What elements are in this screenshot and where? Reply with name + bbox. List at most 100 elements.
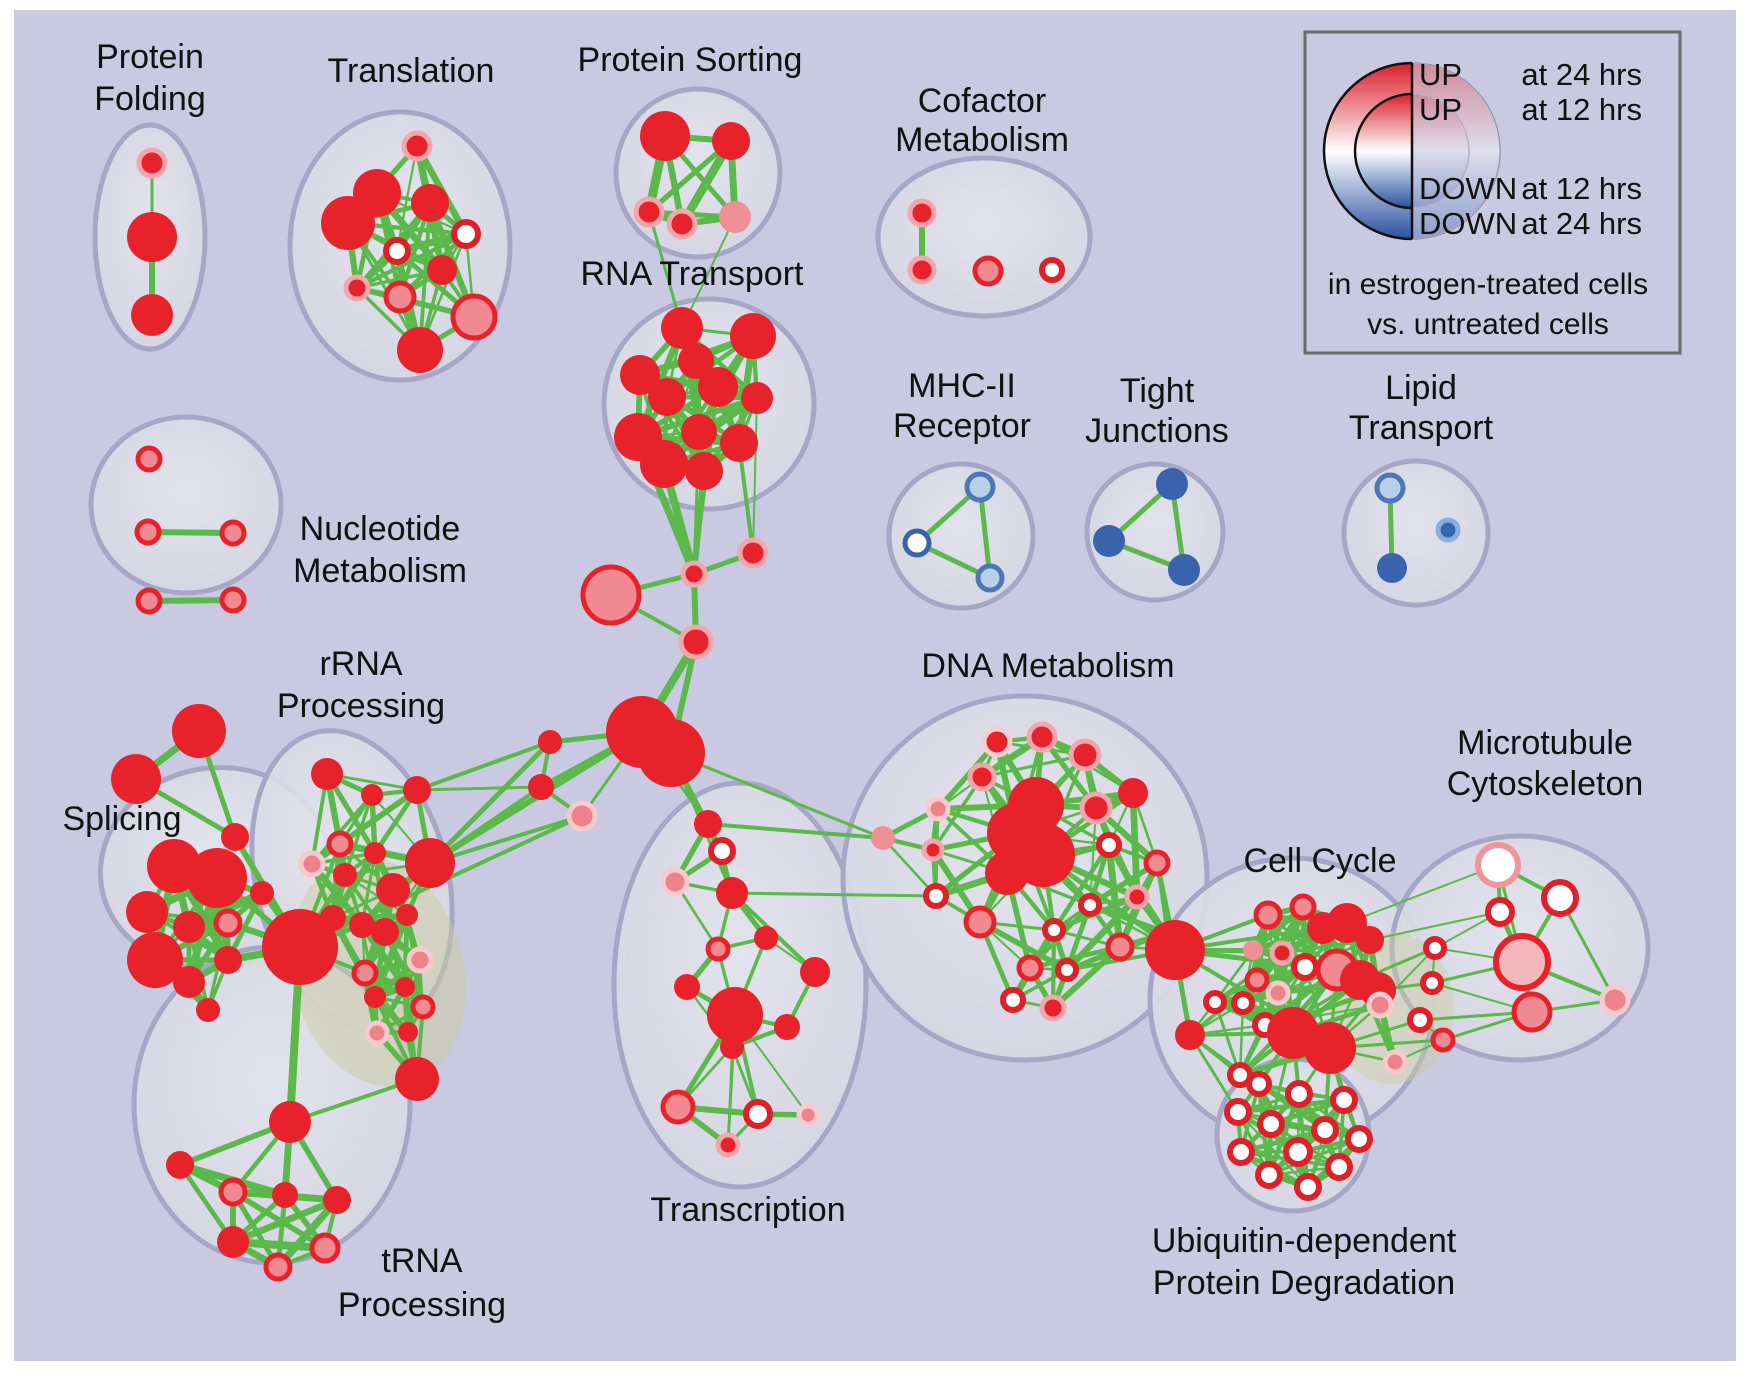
legend-footer-line-0: in estrogen-treated cells: [1328, 268, 1648, 301]
node-splicing-9: [196, 998, 220, 1022]
edge: [1558, 896, 1617, 1002]
node-microtubule-cytoskeleton-4: [1511, 991, 1553, 1033]
node-protein-folding-1: [127, 212, 177, 262]
node-translation-2: [411, 184, 449, 222]
node-transcription-1: [708, 837, 736, 865]
node-dna-metabolism-19: [1042, 918, 1066, 942]
cluster-splicing-label-line-0: Splicing: [62, 800, 181, 838]
edge: [669, 751, 885, 840]
node-cell-cycle-5: [1356, 926, 1384, 954]
cluster-cell-cycle-label-line-0: Cell Cycle: [1243, 842, 1396, 880]
node-nucleotide-metabolism-1: [134, 518, 162, 546]
node-rrna-processing-14: [351, 959, 379, 987]
node-rrna-processing-6: [333, 863, 357, 887]
node-ubiquitin-degradation-11: [1294, 1173, 1322, 1201]
cluster-cofactor-metabolism-label-line-1: Metabolism: [895, 121, 1069, 159]
node-cell-cycle-2: [1289, 893, 1317, 921]
node-rrna-processing-19: [398, 1022, 418, 1042]
legend-direction-0: UP: [1419, 57, 1462, 92]
node-dna-metabolism-24: [1145, 920, 1205, 980]
cluster-protein-sorting-label-line-0: Protein Sorting: [578, 41, 803, 79]
node-hub-5: [737, 537, 769, 569]
node-rrna-processing-13: [406, 946, 434, 974]
node-dna-metabolism-3: [967, 762, 997, 792]
node-nucleotide-metabolism-4: [219, 586, 247, 614]
node-cell-cycle-19: [1366, 991, 1394, 1019]
edge: [1280, 938, 1372, 955]
node-translation-5: [383, 237, 411, 265]
node-microtubule-cytoskeleton-5: [1599, 984, 1631, 1016]
legend-time-1: at 12 hrs: [1521, 92, 1642, 127]
edge: [1238, 1127, 1328, 1155]
edge: [727, 1046, 733, 1146]
node-cofactor-metabolism-2: [972, 255, 1004, 287]
legend-fade-right-half: [1412, 63, 1500, 239]
node-trna-processing-1: [166, 1151, 194, 1179]
cluster-dna-metabolism-label-line-0: DNA Metabolism: [921, 647, 1174, 685]
node-rrna-processing-1: [361, 784, 383, 806]
node-rna-transport-3: [620, 355, 660, 395]
node-microtubule-cytoskeleton-2: [1485, 897, 1515, 927]
cluster-protein-folding-label-line-0: Protein: [96, 38, 204, 76]
node-dna-metabolism-4: [925, 796, 951, 822]
node-transcription-12: [743, 1099, 773, 1129]
node-dna-metabolism-22: [1105, 932, 1135, 962]
cluster-lipid-transport-label-line-1: Transport: [1349, 409, 1494, 447]
node-rrna-processing-0: [311, 758, 343, 790]
cluster-rna-transport-label-line-0: RNA Transport: [581, 255, 805, 293]
edge: [1105, 841, 1124, 951]
node-rrna-processing-16: [395, 977, 415, 997]
node-ubiquitin-degradation-5: [1311, 1116, 1339, 1144]
node-transcription-10: [720, 1035, 744, 1059]
edge: [415, 740, 552, 792]
edge: [1050, 944, 1123, 1011]
cluster-cofactor-metabolism-ellipse: [875, 155, 1093, 319]
node-protein-sorting-2: [633, 196, 665, 228]
node-cofactor-metabolism-1: [907, 255, 937, 285]
node-dna-metabolism-14: [921, 838, 945, 862]
node-transcription-9: [774, 1014, 800, 1040]
node-ubiquitin-degradation-6: [1345, 1125, 1373, 1153]
node-lipid-transport-2: [1435, 517, 1461, 543]
node-hub-7: [528, 774, 554, 800]
node-protein-folding-0: [136, 147, 168, 179]
cluster-ubiquitin-degradation-label-line-0: Ubiquitin-dependent: [1152, 1222, 1457, 1260]
node-cell-cycle-1: [1253, 900, 1283, 930]
node-translation-3: [321, 196, 375, 250]
node-cell-cycle-7: [1269, 940, 1295, 966]
node-rrna-processing-2: [403, 776, 431, 804]
node-dna-metabolism-0: [981, 726, 1013, 758]
node-rna-transport-9: [720, 424, 758, 462]
node-hub-10: [111, 754, 161, 804]
edge: [730, 891, 938, 898]
edge: [415, 785, 543, 792]
node-transcription-6: [705, 936, 731, 962]
node-cell-cycle-18: [1304, 1022, 1356, 1074]
node-microtubule-cytoskeleton-6: [1423, 936, 1447, 960]
node-rna-transport-7: [681, 414, 717, 450]
node-dna-metabolism-20: [1016, 954, 1044, 982]
node-hub-3: [680, 560, 708, 588]
node-splicing-3: [173, 911, 205, 943]
node-translation-4: [451, 219, 481, 249]
cluster-transcription-ellipse: [611, 780, 869, 1190]
node-translation-9: [450, 293, 498, 341]
cluster-trna-processing-label-line-0: tRNA: [381, 1242, 463, 1280]
node-dna-metabolism-5: [1118, 778, 1148, 808]
node-translation-0: [401, 130, 433, 162]
node-translation-10: [397, 327, 443, 373]
node-rrna-processing-15: [364, 986, 386, 1008]
node-dna-metabolism-17: [1124, 884, 1150, 910]
edge: [229, 1196, 341, 1246]
node-hub-4: [678, 624, 714, 660]
node-lipid-transport-1: [1377, 553, 1407, 583]
node-splicing-6: [173, 966, 205, 998]
node-splicing-2: [126, 891, 168, 933]
cluster-cofactor-metabolism-label-line-0: Cofactor: [918, 82, 1047, 120]
cluster-rrna-processing-label-line-1: Processing: [277, 687, 445, 725]
node-hub-11: [221, 823, 249, 851]
cluster-ubiquitin-degradation-label-line-1: Protein Degradation: [1153, 1264, 1455, 1302]
edge: [274, 1196, 341, 1271]
node-rrna-processing-5: [364, 842, 386, 864]
